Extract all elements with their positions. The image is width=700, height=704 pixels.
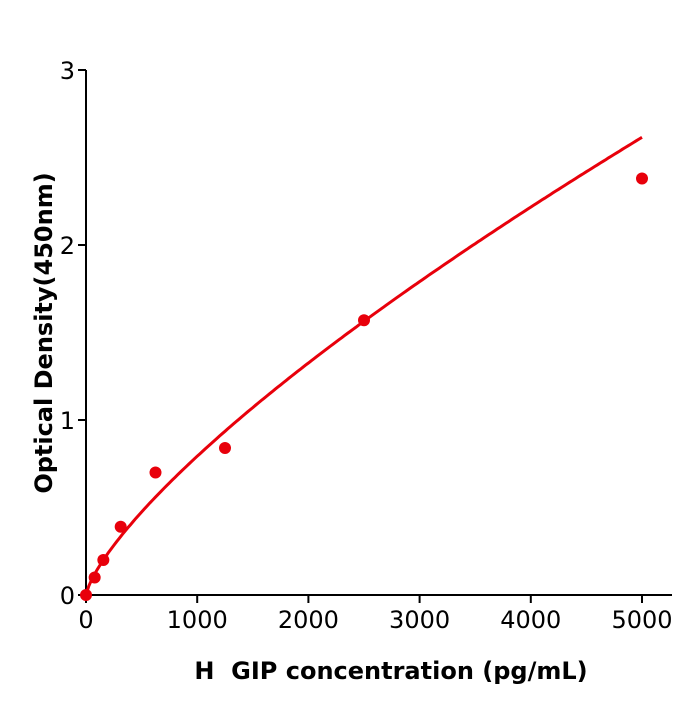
x-tick-label: 5000 bbox=[611, 606, 672, 634]
data-point bbox=[88, 571, 101, 584]
data-point bbox=[80, 589, 92, 601]
y-axis-label: Optical Density(450nm) bbox=[30, 172, 58, 493]
x-tick-label: 4000 bbox=[500, 606, 561, 634]
x-tick-label: 2000 bbox=[278, 606, 339, 634]
y-tick-label: 2 bbox=[60, 232, 75, 260]
x-tick-label: 0 bbox=[78, 606, 93, 634]
axes bbox=[85, 70, 672, 596]
data-point bbox=[114, 520, 127, 533]
y-tick-label: 1 bbox=[60, 407, 75, 435]
x-tick-label: 1000 bbox=[167, 606, 228, 634]
data-point bbox=[358, 314, 370, 327]
data-point bbox=[219, 442, 231, 454]
x-axis-label: H GIP concentration (pg/mL) bbox=[194, 657, 587, 685]
y-tick-label: 3 bbox=[60, 57, 75, 85]
x-tick-label: 3000 bbox=[389, 606, 450, 634]
data-point bbox=[97, 554, 110, 566]
fit-curve bbox=[84, 136, 643, 596]
data-point bbox=[149, 466, 162, 479]
y-tick-label: 0 bbox=[60, 582, 75, 610]
data-point bbox=[636, 172, 648, 185]
